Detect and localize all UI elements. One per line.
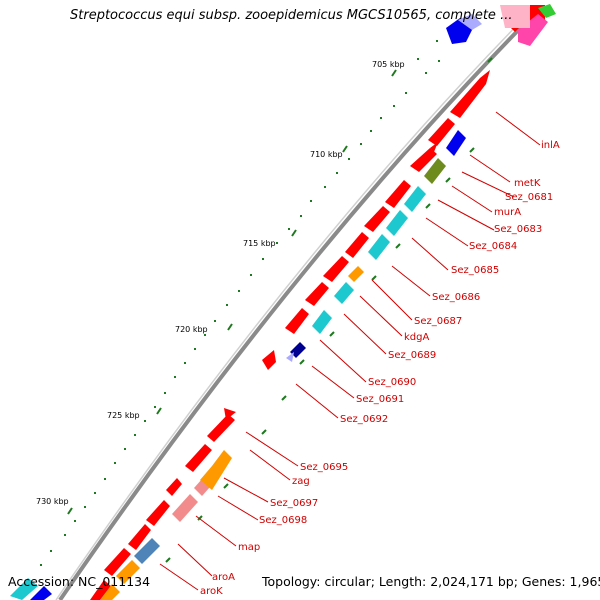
gene-label-aroA: aroA <box>212 572 235 583</box>
gene-inlA-outer-light <box>458 14 482 30</box>
gene-green <box>538 4 556 18</box>
gene-label-sez0683: Sez_0683 <box>494 224 542 235</box>
gene-pink-top <box>500 5 530 28</box>
tick-label-730: 730 kbp <box>36 497 69 506</box>
gene-label-kdgA: kdgA <box>404 332 429 343</box>
gene-label-sez0691: Sez_0691 <box>356 394 404 405</box>
accession-text: Accession: NC_011134 <box>8 574 151 589</box>
gene-label-sez0689: Sez_0689 <box>388 350 436 361</box>
genome-backbone <box>58 6 542 600</box>
tick-label-725: 725 kbp <box>107 411 140 420</box>
gene-corner-cyan <box>10 578 38 600</box>
gene-label-sez0692: Sez_0692 <box>340 414 388 425</box>
label-leader-lines <box>159 111 541 591</box>
gene-label-sez0687: Sez_0687 <box>414 316 462 327</box>
tick-label-705: 705 kbp <box>372 60 405 69</box>
gene-label-sez0686: Sez_0686 <box>432 292 480 303</box>
gene-label-sez0681: Sez_0681 <box>505 192 553 203</box>
gene-label-sez0697: Sez_0697 <box>270 498 318 509</box>
gene-corner-blue <box>30 586 52 600</box>
gene-label-map: map <box>238 542 260 553</box>
tick-dots <box>40 40 462 566</box>
gene-magenta <box>518 14 548 46</box>
gene-label-sez0685: Sez_0685 <box>451 265 499 276</box>
map-title: Streptococcus equi subsp. zooepidemicus … <box>70 8 513 23</box>
gene-label-sez0698: Sez_0698 <box>259 515 307 526</box>
topology-text: Topology: circular; Length: 2,024,171 bp… <box>262 574 600 589</box>
gene-label-sez0684: Sez_0684 <box>469 241 517 252</box>
tick-label-715: 715 kbp <box>243 239 276 248</box>
gene-label-aroK: aroK <box>200 586 223 597</box>
gene-label-sez0695: Sez_0695 <box>300 462 348 473</box>
gene-label-metK: metK <box>514 178 541 189</box>
tick-label-720: 720 kbp <box>175 325 208 334</box>
gene-label-zag: zag <box>292 476 310 487</box>
genome-backbone-shadow <box>55 5 537 600</box>
major-ticks <box>67 69 397 515</box>
gene-label-murA: murA <box>494 207 521 218</box>
gene-label-sez0690: Sez_0690 <box>368 377 416 388</box>
inner-tick-dashes <box>165 57 493 563</box>
inner-gene-track <box>100 130 466 600</box>
tick-label-710: 710 kbp <box>310 150 343 159</box>
gene-label-inlA: inlA <box>541 140 560 151</box>
